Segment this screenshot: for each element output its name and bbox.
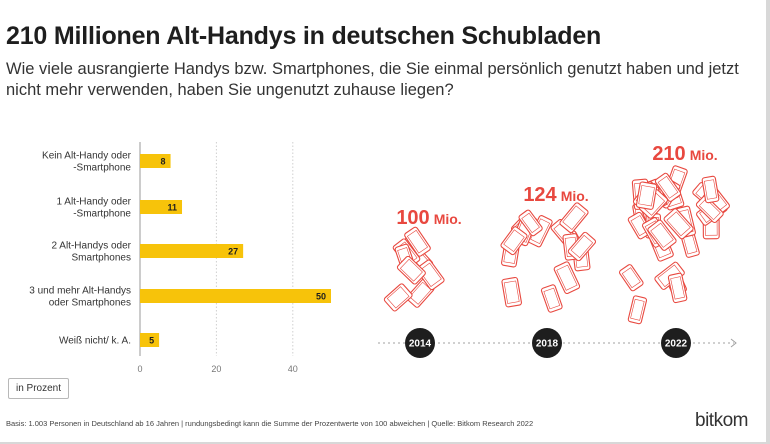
source-footer: Basis: 1.003 Personen in Deutschland ab … [6, 419, 534, 428]
year-label: 2022 [665, 339, 688, 350]
x-tick-label: 40 [288, 364, 298, 374]
bar-0 [140, 154, 171, 168]
phone-icon [383, 283, 413, 312]
frame-edge-right [766, 0, 770, 444]
phone-icon [501, 276, 522, 308]
phone-pile-2022 [619, 165, 730, 325]
value-label-2014: 100 Mio. [396, 207, 461, 229]
phone-icon [701, 175, 720, 204]
phone-icon [500, 226, 528, 256]
year-badge-2014 [405, 328, 435, 358]
bar-value-label: 27 [228, 247, 238, 257]
chart-title: 210 Millionen Alt-Handys in deutschen Sc… [6, 22, 602, 50]
phone-icon [396, 255, 426, 285]
bar-value-label: 50 [316, 292, 326, 302]
category-label: Weiß nicht/ k. A. [59, 336, 131, 347]
bar-value-label: 8 [161, 157, 166, 167]
phone-icon [559, 202, 589, 234]
phone-icon [619, 264, 644, 292]
bar-value-label: 11 [168, 203, 178, 213]
phone-icon [663, 208, 694, 240]
bar-3 [140, 289, 331, 303]
bitkom-logo: bitkom [695, 410, 748, 431]
bar-4 [140, 333, 160, 347]
phone-icon [667, 272, 688, 304]
value-label-2022: 210 Mio. [652, 143, 717, 165]
frame-edge-bottom [0, 442, 770, 444]
x-tick-label: 0 [137, 364, 142, 374]
phone-icon [647, 219, 677, 251]
x-tick-label: 20 [211, 364, 221, 374]
category-label: 2 Alt-Handys oder Smartphones [52, 241, 132, 264]
category-label: 3 und mehr Alt-Handys oder Smartphones [29, 286, 131, 309]
year-label: 2014 [409, 339, 432, 350]
phone-icon [553, 261, 581, 295]
phone-icon [654, 172, 682, 202]
phone-icon [567, 231, 597, 262]
phone-pile-2014 [383, 226, 445, 312]
year-badge-2018 [532, 328, 562, 358]
bar-2 [140, 244, 244, 258]
category-label: 1 Alt-Handy oder -Smartphone [57, 197, 132, 220]
bar-1 [140, 200, 183, 214]
phone-icon [404, 226, 431, 257]
value-label-2018: 124 Mio. [523, 184, 588, 206]
chart-subtitle: Wie viele ausrangierte Handys bzw. Smart… [6, 60, 739, 99]
phone-pile-2018 [500, 202, 597, 313]
phone-icon [540, 284, 563, 313]
unit-label: in Prozent [8, 378, 70, 399]
phone-icon [695, 195, 724, 224]
timeline-arrow [730, 338, 737, 348]
bar-value-label: 5 [149, 336, 154, 346]
phone-icon [635, 181, 658, 210]
category-label: Kein Alt-Handy oder -Smartphone [42, 151, 132, 174]
year-badge-2022 [661, 328, 691, 358]
phone-icon [627, 295, 648, 325]
year-label: 2018 [536, 339, 559, 350]
phone-icon [518, 209, 543, 237]
phone-icon [416, 259, 445, 291]
